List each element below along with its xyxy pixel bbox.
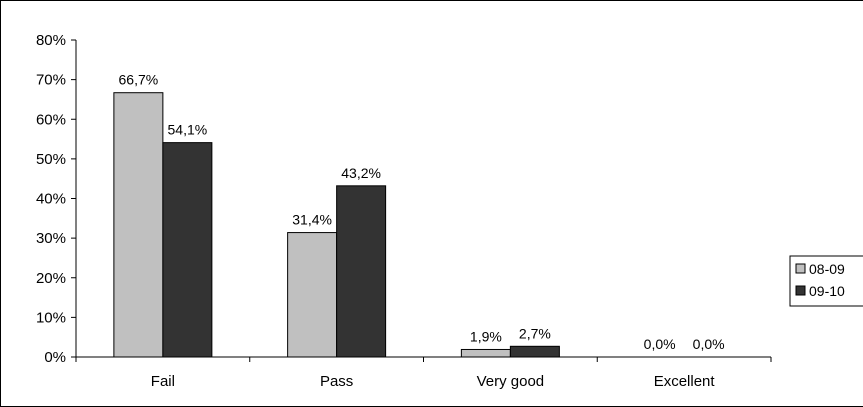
- data-label: 54,1%: [168, 122, 208, 138]
- bar: [336, 185, 387, 358]
- x-tick-label: Fail: [151, 373, 175, 390]
- data-label: 1,9%: [470, 328, 502, 344]
- y-tick-label: 50%: [36, 151, 66, 168]
- y-tick-label: 80%: [36, 32, 66, 49]
- bar: [113, 92, 164, 358]
- y-tick-label: 60%: [36, 111, 66, 128]
- data-label: 0,0%: [644, 336, 676, 352]
- bar: [509, 345, 560, 358]
- data-label: 66,7%: [119, 72, 159, 88]
- legend-swatch: [795, 285, 806, 296]
- data-label: 43,2%: [341, 165, 381, 181]
- x-tick-label: Very good: [477, 373, 545, 390]
- legend-box: [789, 255, 863, 307]
- legend-swatch: [795, 263, 806, 274]
- bar: [287, 232, 338, 358]
- y-tick-label: 0%: [44, 349, 66, 366]
- legend-label: 08-09: [809, 261, 845, 277]
- bar: [460, 348, 511, 358]
- bar: [162, 142, 213, 358]
- data-label: 31,4%: [292, 212, 332, 228]
- legend-label: 09-10: [809, 283, 845, 299]
- data-label: 2,7%: [519, 325, 551, 341]
- y-tick-label: 40%: [36, 191, 66, 208]
- x-tick-label: Excellent: [654, 373, 716, 390]
- y-tick-label: 20%: [36, 270, 66, 287]
- data-label: 0,0%: [693, 336, 725, 352]
- y-tick-label: 30%: [36, 230, 66, 247]
- y-tick-label: 10%: [36, 309, 66, 326]
- y-tick-label: 70%: [36, 72, 66, 89]
- x-tick-label: Pass: [320, 373, 353, 390]
